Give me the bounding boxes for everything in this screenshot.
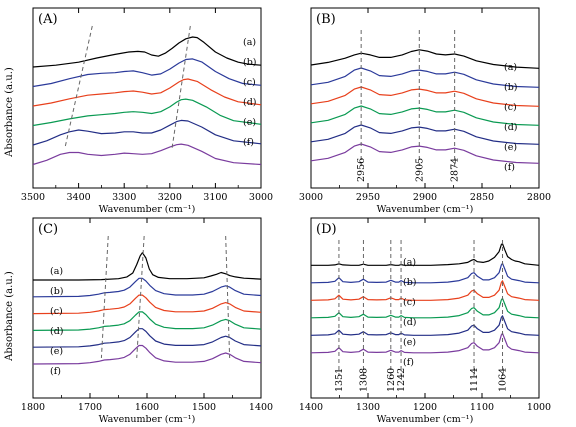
x-tick-label: 1700 [78, 402, 102, 413]
spectrum-line-f [32, 143, 262, 166]
spectrum-line-d [310, 105, 540, 126]
peak-label: 1308 [358, 368, 369, 392]
x-tick-label: 1400 [299, 402, 323, 413]
peak-label: 1351 [334, 368, 345, 392]
panel-label: (A) [38, 12, 58, 27]
spectrum-line-a [311, 243, 540, 266]
series-label: (c) [403, 297, 416, 308]
x-tick-label: 2900 [413, 192, 437, 203]
peak-label: 1114 [469, 368, 480, 392]
x-tick-label: 2850 [470, 192, 494, 203]
panel-label: (D) [316, 222, 337, 237]
series-label: (c) [243, 77, 256, 88]
spectrum-line-e [32, 119, 262, 146]
x-tick-label: 1100 [470, 402, 494, 413]
y-axis-label-bottom: Absorbance (a.u.) [4, 271, 15, 362]
peak-label: 1064 [498, 368, 509, 392]
reference-line [136, 235, 145, 359]
spectrum-line-d [32, 98, 262, 127]
series-label: (f) [504, 162, 515, 173]
x-tick-label: 3500 [21, 192, 45, 203]
series-label: (e) [504, 142, 517, 153]
y-axis-label-top: Absorbance (a.u.) [4, 67, 15, 158]
spectrum-line-c [310, 280, 540, 301]
peak-label: 2874 [450, 158, 461, 182]
spectrum-line-a [32, 36, 262, 68]
reference-line [225, 235, 231, 359]
series-label: (f) [50, 366, 61, 377]
peak-label: 1242 [396, 368, 407, 392]
x-axis-title: Wavenumber (cm⁻¹) [99, 414, 196, 425]
spectrum-line-b [310, 67, 540, 88]
spectrum-line-c [32, 294, 262, 315]
x-tick-label: 3000 [299, 192, 323, 203]
panel-a: 3500 3400 3300 3200 3100 3000 Wavenumber (cm⁻¹… [21, 7, 273, 215]
x-tick-label: 1200 [413, 402, 437, 413]
series-label: (c) [504, 102, 517, 113]
series-label: (e) [403, 337, 416, 348]
series-label: (d) [504, 122, 518, 133]
x-tick-label: 1300 [356, 402, 380, 413]
x-tick-label: 3100 [203, 192, 227, 203]
series-label: (a) [403, 257, 416, 268]
series-label: (b) [403, 277, 417, 288]
spectrum-line-b [310, 262, 540, 284]
x-tick-label: 2800 [527, 192, 551, 203]
spectrum-line-b [32, 58, 262, 88]
series-label: (a) [50, 266, 63, 277]
series-label: (e) [243, 117, 256, 128]
peak-label: 1260 [386, 368, 397, 392]
spectrum-line-d [32, 311, 262, 331]
plot-frame [32, 217, 262, 399]
x-axis-title: Wavenumber (cm⁻¹) [377, 414, 474, 425]
x-tick-label: 3300 [112, 192, 136, 203]
x-tick-label: 1400 [249, 402, 273, 413]
spectrum-line-c [32, 78, 262, 107]
series-label: (b) [243, 57, 257, 68]
series-label: (f) [403, 357, 414, 368]
series-label: (a) [243, 37, 256, 48]
reference-line [171, 25, 191, 149]
reference-line [100, 235, 109, 359]
x-tick-label: 1000 [527, 402, 551, 413]
peak-label: 2905 [414, 158, 425, 182]
spectrum-line-f [310, 332, 540, 354]
spectrum-line-e [32, 328, 262, 348]
x-axis-title: Wavenumber (cm⁻¹) [377, 204, 474, 215]
panel-d: 1400 1300 1200 1100 1000 Wavenumber (cm⁻¹) (D)… [299, 217, 551, 425]
panel-label: (C) [38, 222, 58, 237]
series-label: (b) [50, 286, 64, 297]
series-label: (d) [243, 97, 257, 108]
spectrum-line-e [310, 315, 540, 336]
panel-label: (B) [316, 12, 336, 27]
panel-c: 1800 1700 1600 1500 1400 Wavenumber (cm⁻¹) (C)… [21, 217, 273, 425]
x-tick-label: 3400 [67, 192, 91, 203]
spectrum-line-d [310, 297, 540, 319]
x-tick-label: 3000 [249, 192, 273, 203]
panel-b: 3000 2950 2900 2850 2800 Wavenumber (cm⁻¹) (B)… [299, 7, 551, 215]
x-tick-label: 3200 [158, 192, 182, 203]
x-tick-label: 1600 [135, 402, 159, 413]
spectrum-line-c [310, 86, 540, 107]
spectrum-line-a [310, 49, 540, 69]
spectrum-line-e [310, 124, 540, 145]
x-tick-label: 2950 [356, 192, 380, 203]
x-tick-label: 1800 [21, 402, 45, 413]
series-label: (f) [243, 137, 254, 148]
peak-label: 2956 [356, 158, 367, 182]
x-tick-label: 1500 [192, 402, 216, 413]
series-label: (c) [50, 306, 63, 317]
series-label: (b) [504, 82, 518, 93]
series-label: (e) [50, 346, 63, 357]
spectrum-line-a [33, 252, 262, 281]
spectrum-line-f [32, 344, 262, 365]
spectrum-line-f [310, 143, 540, 164]
x-axis-title: Wavenumber (cm⁻¹) [99, 204, 196, 215]
series-label: (d) [403, 317, 417, 328]
series-label: (d) [50, 326, 64, 337]
series-label: (a) [504, 62, 517, 73]
